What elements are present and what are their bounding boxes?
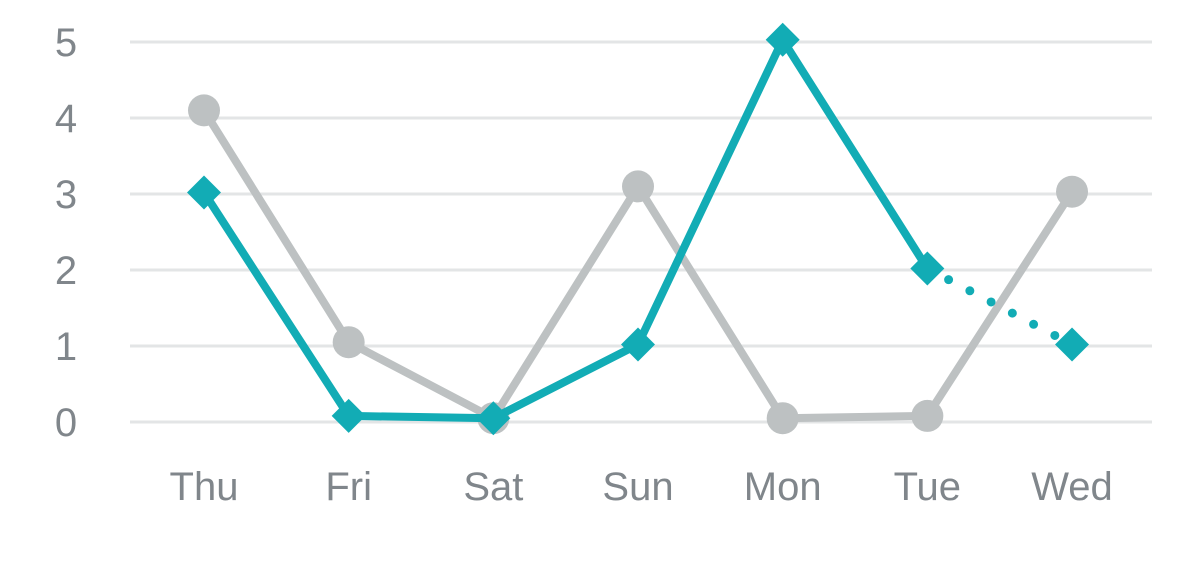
y-tick-label-0: 0 [55,401,77,445]
x-tick-label-tue: Tue [894,465,961,509]
series-1-line [200,106,1077,423]
x-axis-tick-labels: Thu Fri Sat Sun Mon Tue Wed [170,465,1113,509]
y-tick-label-4: 4 [55,97,77,141]
x-tick-label-wed: Wed [1031,465,1113,509]
y-axis-tick-labels: 0 1 2 3 4 5 [55,21,77,445]
series-2-point-sun [621,327,656,362]
series-2-dotted-line [922,263,1077,349]
y-tick-label-1: 1 [55,325,77,369]
x-tick-label-mon: Mon [744,465,822,509]
series-2-point-wed [1055,327,1090,362]
series-lines [187,22,1090,436]
series-1-point-wed [1056,175,1089,208]
series-1-point-fri [332,326,365,359]
y-tick-label-2: 2 [55,249,77,293]
series-2 [187,22,1090,436]
series-2-point-sat [476,401,511,436]
series-2-point-mon [765,22,800,57]
series-1-point-sun [622,170,655,203]
series-1-point-mon [766,402,799,435]
x-tick-label-thu: Thu [170,465,239,509]
series-1-point-thu [188,94,220,127]
x-tick-label-sat: Sat [463,465,523,509]
x-tick-label-sun: Sun [602,465,673,509]
series-1-point-tue [911,399,944,432]
series-2-point-fri [331,398,366,433]
y-tick-label-3: 3 [55,173,77,217]
x-tick-label-fri: Fri [325,465,372,509]
series-2-line [200,35,932,423]
series-2-point-tue [910,251,945,286]
y-tick-label-5: 5 [55,21,77,65]
series-2-point-thu [187,175,221,210]
